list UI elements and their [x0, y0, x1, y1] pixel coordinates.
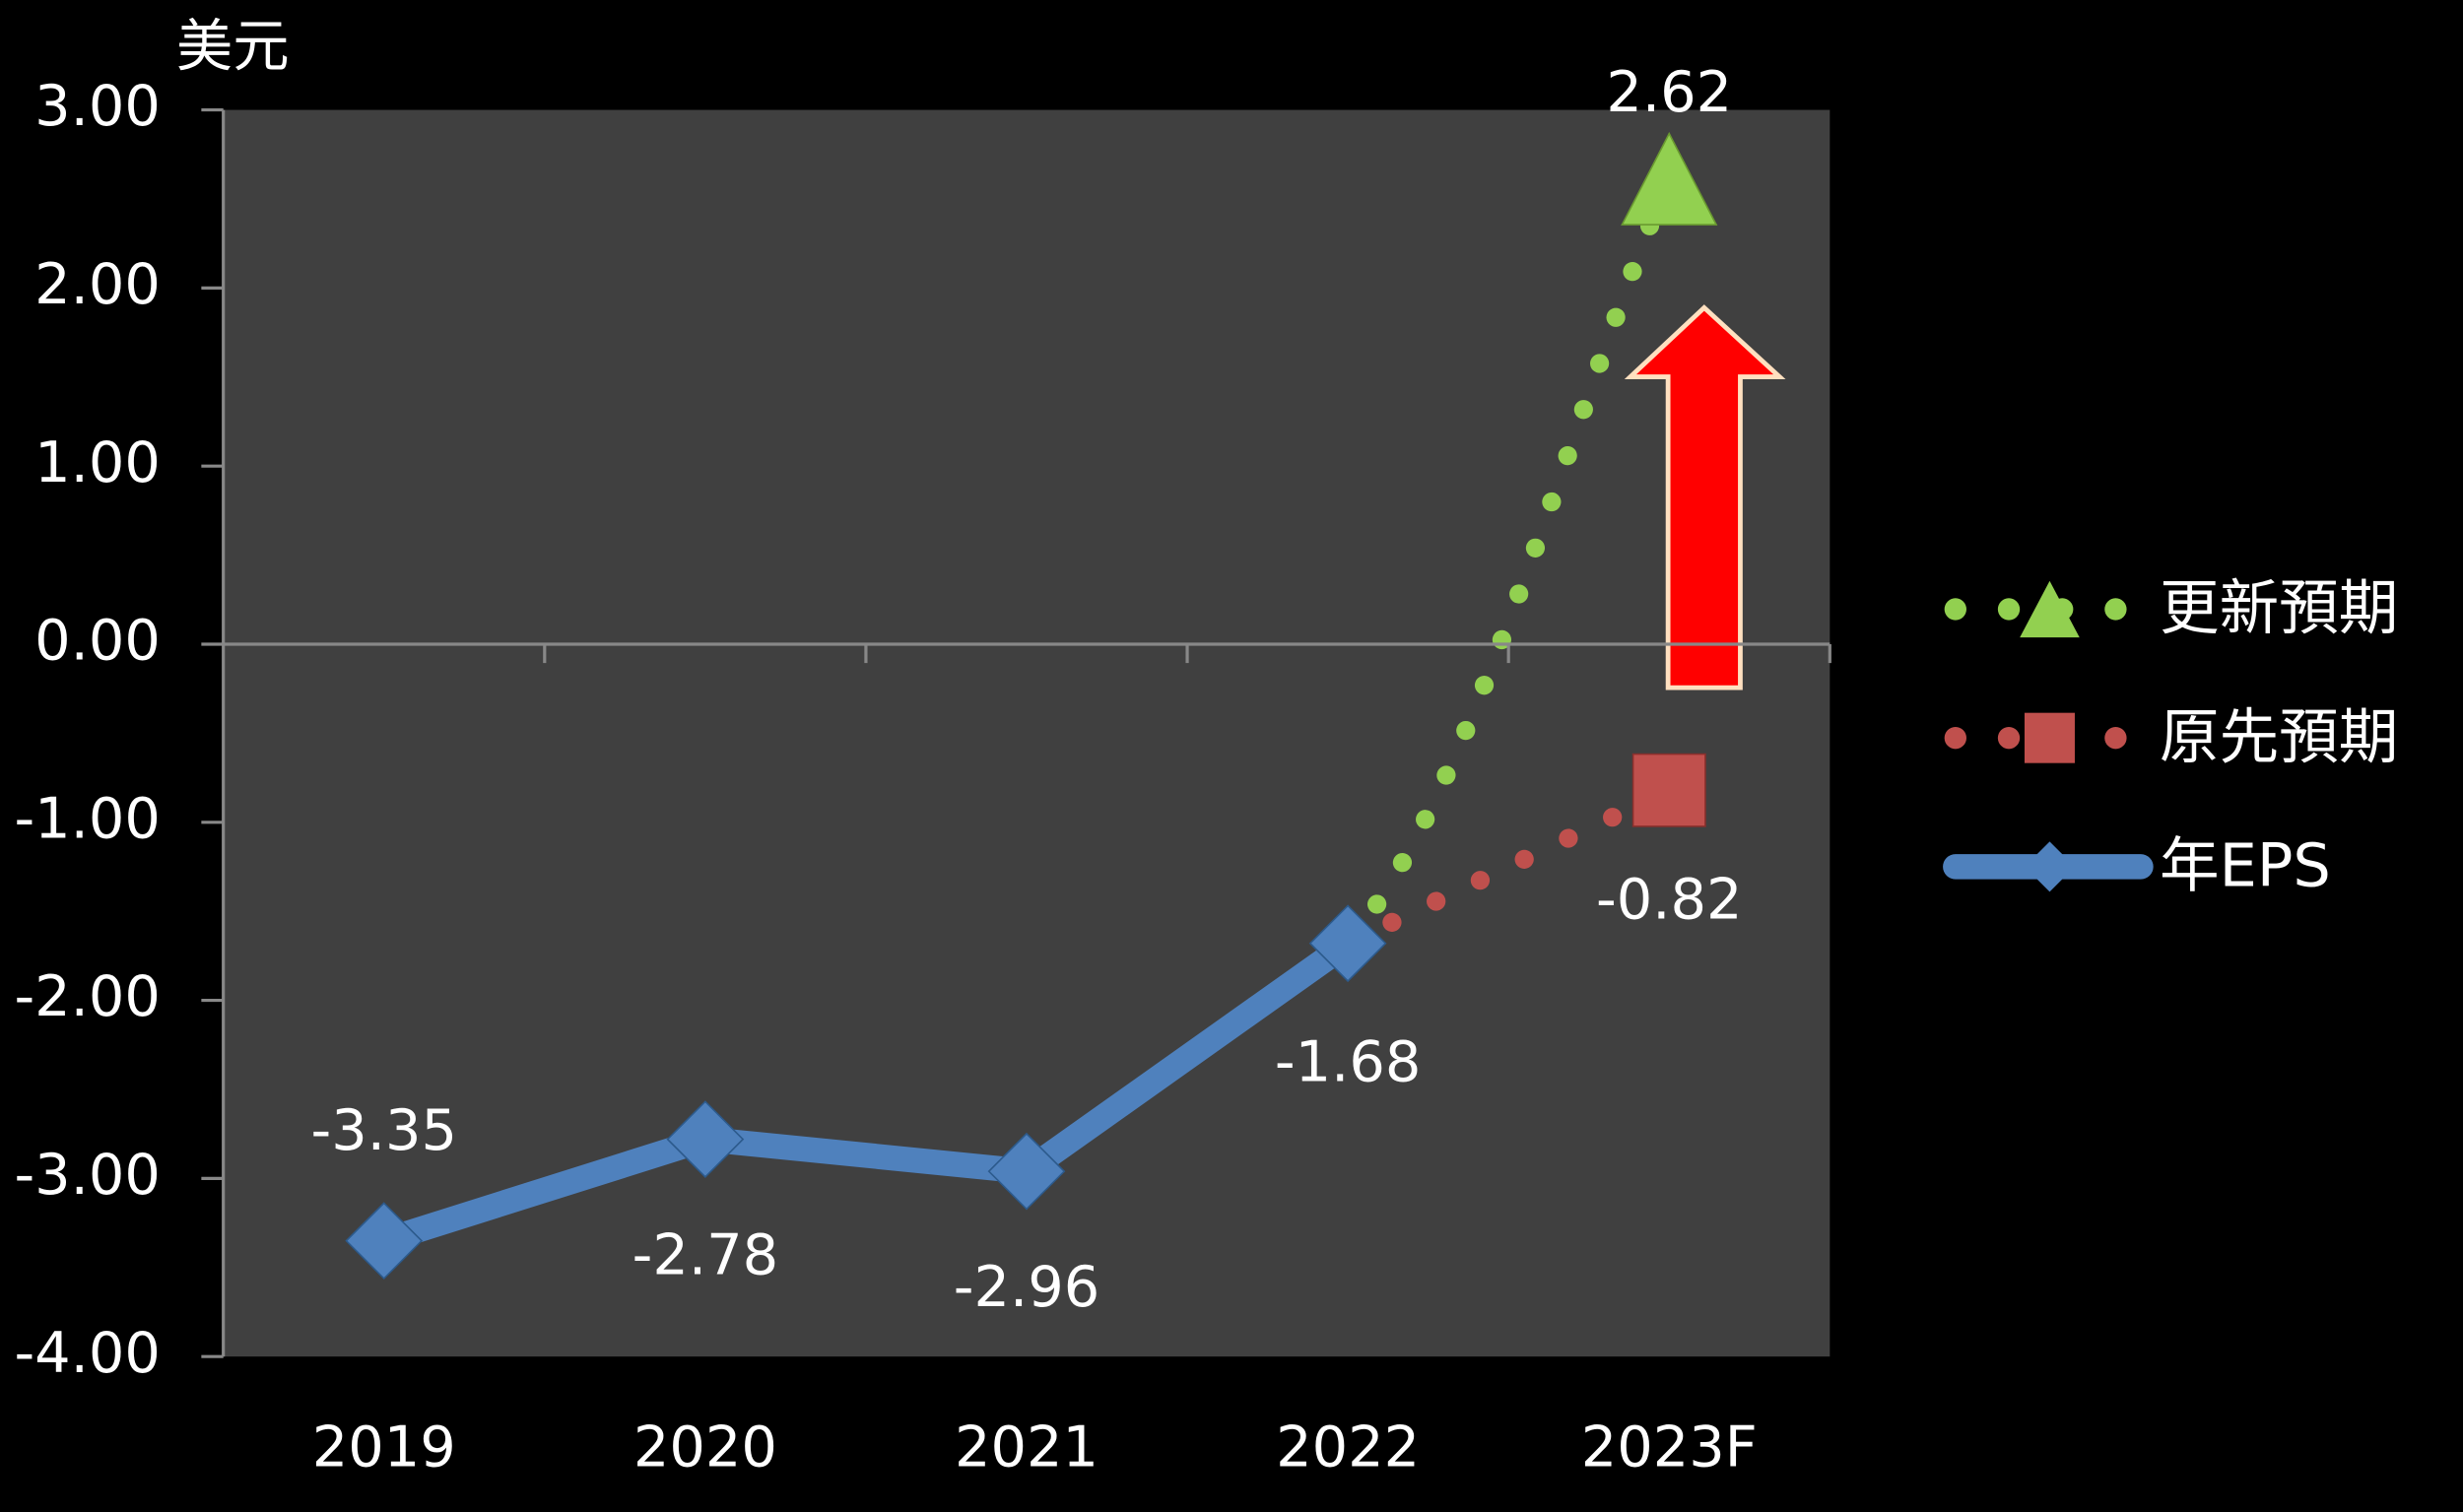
- legend-dot: [2104, 727, 2127, 750]
- x-tick-label: 2019: [312, 1413, 456, 1479]
- x-tick-label: 2023F: [1581, 1413, 1758, 1479]
- y-tick-label: -4.00: [14, 1320, 160, 1386]
- point-marker: [666, 1100, 745, 1178]
- data-label: -2.78: [632, 1221, 778, 1287]
- legend-dot: [1997, 727, 2021, 750]
- y-tick-label: -3.00: [14, 1142, 160, 1208]
- legend-symbol: [2024, 841, 2075, 892]
- x-tick-label: 2022: [1276, 1413, 1420, 1479]
- legend-marker: [2024, 841, 2075, 892]
- legend-marker: [2020, 580, 2080, 638]
- series-line: [1338, 780, 1679, 953]
- data-label: -1.68: [1275, 1029, 1421, 1095]
- up-arrow: [1624, 304, 1786, 690]
- y-tick-label: -1.00: [14, 785, 160, 851]
- legend-dot: [1997, 598, 2021, 621]
- point-marker: [1308, 904, 1387, 983]
- legend-dot: [1944, 727, 1966, 750]
- point-marker: [345, 1202, 424, 1281]
- legend-marker: [2024, 712, 2075, 763]
- data-label: 2.62: [1606, 59, 1732, 125]
- data-label: -3.35: [311, 1097, 457, 1163]
- y-tick-label: 2.00: [34, 251, 161, 317]
- data-label: -2.96: [954, 1254, 1099, 1320]
- data-label: -0.82: [1596, 867, 1742, 933]
- legend-dot: [1944, 598, 1966, 621]
- legend-symbol: [2020, 580, 2080, 638]
- series-line: [1338, 167, 1679, 953]
- y-axis-label: 美元: [176, 14, 290, 80]
- y-tick-label: -2.00: [14, 963, 160, 1029]
- series-line: [379, 933, 1356, 1253]
- legend-label: 年EPS: [2160, 832, 2331, 901]
- y-tick-label: 0.00: [34, 608, 161, 674]
- legend-symbol: [2024, 712, 2075, 763]
- series-layer: [345, 131, 1718, 1281]
- y-tick-label: 3.00: [34, 73, 161, 139]
- point-marker: [987, 1132, 1066, 1211]
- legend-dot: [2104, 598, 2127, 621]
- y-tick-label: 1.00: [34, 429, 161, 495]
- point-marker: [1631, 753, 1706, 827]
- x-tick-label: 2020: [633, 1413, 777, 1479]
- x-tick-label: 2021: [955, 1413, 1098, 1479]
- legend-label: 原先預期: [2160, 703, 2398, 772]
- legend-label: 更新預期: [2160, 574, 2398, 643]
- point-marker: [1621, 131, 1718, 226]
